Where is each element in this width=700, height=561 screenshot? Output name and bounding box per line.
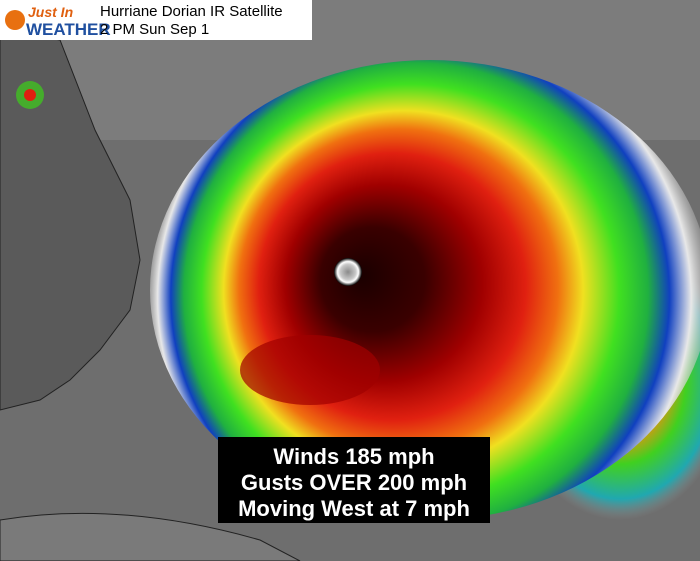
rainband	[240, 335, 380, 405]
logo-icon	[5, 10, 25, 30]
hurricane-eye	[334, 258, 362, 286]
logo-line2: WEATHER	[26, 20, 111, 39]
caption-line: Moving West at 7 mph	[238, 496, 470, 521]
cell-core	[24, 89, 36, 101]
logo-line1: Just In	[28, 4, 73, 20]
caption-line: Winds 185 mph	[273, 444, 434, 469]
florida-land	[0, 29, 141, 411]
hurricane	[150, 60, 700, 520]
header-title: Hurriane Dorian IR Satellite	[100, 3, 283, 20]
cuba-coast	[0, 512, 301, 561]
caption-line: Gusts OVER 200 mph	[241, 470, 467, 495]
caption-box	[218, 437, 490, 523]
header-box	[0, 0, 312, 40]
header-subtitle: 2 PM Sun Sep 1	[100, 21, 209, 38]
